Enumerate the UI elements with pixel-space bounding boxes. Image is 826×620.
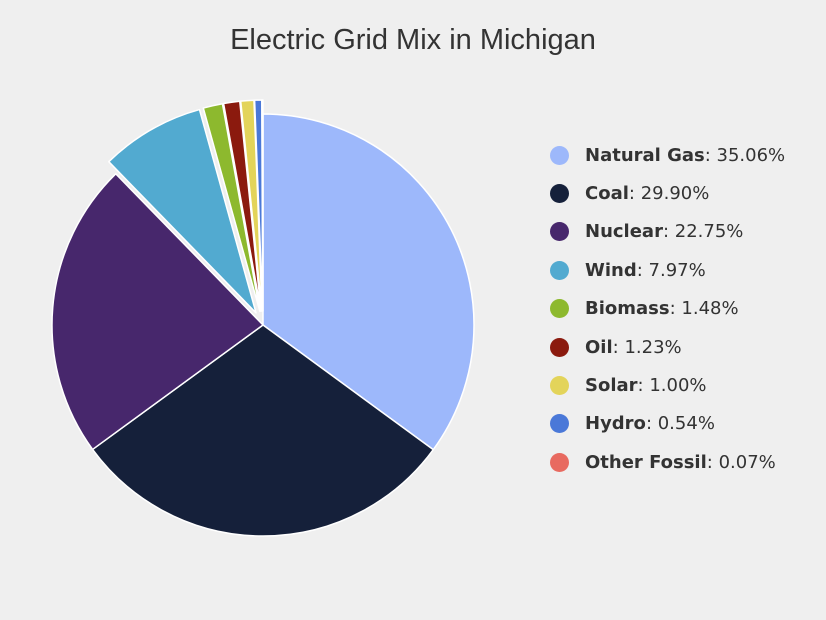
legend-value: 1.00%: [649, 375, 707, 397]
legend-label: Natural Gas: [585, 144, 705, 166]
legend-value: 7.97%: [648, 259, 706, 281]
legend-item-coal[interactable]: Coal: 29.90%: [550, 174, 785, 212]
pie-slice-natural-gas: [262, 113, 475, 451]
legend-separator: :: [706, 451, 719, 473]
legend-separator: :: [669, 298, 682, 320]
legend-separator: :: [637, 375, 650, 397]
legend-marker: [550, 260, 569, 280]
legend-value: 1.48%: [681, 298, 739, 320]
legend-separator: :: [636, 259, 649, 281]
legend-marker: [550, 184, 569, 204]
legend-label: Other Fossil: [585, 451, 707, 473]
legend-marker: [550, 145, 569, 165]
pie-slice-oil: [222, 100, 262, 312]
legend-label: Biomass: [585, 298, 670, 320]
legend-label: Nuclear: [585, 221, 663, 243]
legend-item-solar[interactable]: Solar: 1.00%: [550, 366, 785, 404]
pie-slice-other-fossil: [261, 99, 264, 312]
legend-value: 35.06%: [716, 144, 786, 166]
legend-label: Solar: [585, 375, 638, 397]
legend-marker: [550, 452, 569, 472]
legend-marker: [550, 414, 569, 434]
pie-slice-nuclear: [51, 173, 264, 451]
legend-value: 29.90%: [640, 183, 710, 205]
legend-label: Hydro: [585, 413, 646, 435]
legend-label: Wind: [585, 259, 637, 281]
legend-marker: [550, 337, 569, 357]
legend-marker: [550, 376, 569, 396]
legend-label: Coal: [585, 183, 629, 205]
pie-slice-coal: [91, 324, 434, 537]
legend-marker: [550, 222, 569, 242]
legend-separator: :: [628, 183, 641, 205]
legend-value: 1.23%: [624, 336, 682, 358]
legend-value: 0.07%: [718, 451, 776, 473]
pie-slice-biomass: [202, 102, 261, 313]
legend-item-biomass[interactable]: Biomass: 1.48%: [550, 290, 785, 328]
legend-value: 0.54%: [657, 413, 715, 435]
legend-marker: [550, 299, 569, 319]
legend-item-other-fossil[interactable]: Other Fossil: 0.07%: [550, 443, 785, 481]
legend-item-oil[interactable]: Oil: 1.23%: [550, 328, 785, 366]
legend-label: Oil: [585, 336, 613, 358]
legend-item-natural-gas[interactable]: Natural Gas: 35.06%: [550, 136, 785, 174]
legend-value: 22.75%: [674, 221, 744, 243]
legend: Natural Gas: 35.06% Coal: 29.90% Nuclear: …: [550, 136, 785, 482]
legend-item-nuclear[interactable]: Nuclear: 22.75%: [550, 213, 785, 251]
legend-item-hydro[interactable]: Hydro: 0.54%: [550, 405, 785, 443]
legend-separator: :: [704, 144, 717, 166]
legend-separator: :: [612, 336, 625, 358]
legend-item-wind[interactable]: Wind: 7.97%: [550, 251, 785, 289]
pie-slice-wind: [108, 108, 257, 314]
legend-separator: :: [645, 413, 658, 435]
legend-separator: :: [662, 221, 675, 243]
chart-title: Electric Grid Mix in Michigan: [230, 24, 596, 56]
